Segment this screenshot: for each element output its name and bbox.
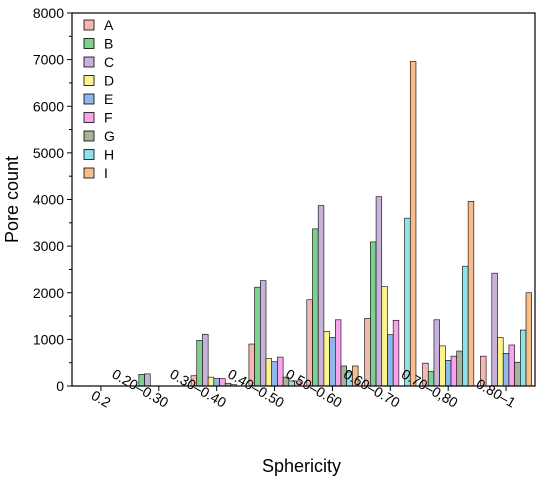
bar-F-5 [392,319,400,387]
bar-C-2 [202,333,209,387]
bar-I-7 [525,292,533,387]
bar-I-6 [467,201,475,387]
bar-C-7 [491,272,498,387]
legend-swatch-G [83,130,95,142]
bar-F-3 [277,356,284,387]
bar-B-4 [312,228,319,387]
legend-label-E: E [104,91,113,107]
legend-swatch-H [83,149,95,160]
bar-G-7 [514,361,521,387]
bar-E-5 [387,334,394,387]
bar-I-5 [409,61,417,387]
legend-swatch-A [83,19,95,31]
y-tick-label: 7000 [33,52,64,68]
x-axis-title: Sphericity [262,456,341,476]
y-axis: 0 1000 2000 3000 4000 5000 6000 7000 8000 [33,5,72,394]
y-axis-title: Pore count [2,156,22,243]
legend-swatch-I [83,167,95,179]
legend-label-I: I [104,165,108,181]
bar-E-7 [502,353,510,387]
bars-layer [138,61,533,387]
legend-swatch-B [83,38,95,49]
legend-label-B: B [104,36,113,52]
bar-F-4 [334,319,342,387]
bar-D-7 [497,337,504,387]
x-tick-label: 0.20–0.30 [109,366,171,411]
legend-swatch-F [83,112,95,123]
bar-C-5 [375,196,383,387]
bar-E-4 [329,337,336,387]
bar-G-6 [456,350,463,387]
bar-H-7 [520,329,527,387]
bar-H-5 [404,217,411,387]
y-tick-label: 4000 [33,192,64,208]
bar-B-5 [370,241,377,387]
y-tick-label: 5000 [33,145,64,161]
bar-D-5 [381,286,388,387]
bar-B-3 [254,286,261,387]
bar-F-2 [219,378,226,387]
legend-label-D: D [104,73,114,89]
bar-E-3 [271,361,278,387]
bar-F-6 [450,355,458,387]
legend-label-H: H [104,147,114,163]
bar-D-3 [265,358,273,387]
y-tick-label: 6000 [33,98,64,114]
legend-label-G: G [104,128,115,144]
bar-F-7 [508,344,515,387]
legend-swatch-E [83,93,95,105]
legend-label-A: A [104,17,114,33]
bar-C-6 [433,319,440,387]
legend-swatch-C [83,56,95,68]
y-tick-label: 0 [56,378,64,394]
y-tick-label: 1000 [33,331,64,347]
bar-E-6 [445,360,452,387]
y-tick-label: 3000 [33,238,64,254]
y-tick-label: 2000 [33,285,64,301]
bar-C-3 [260,280,267,387]
y-tick-label: 8000 [33,5,64,21]
legend-swatch-D [83,75,95,86]
bar-D-6 [439,345,446,387]
bar-E-2 [213,378,220,387]
bar-H-6 [462,265,469,387]
bar-D-4 [323,331,330,387]
legend-label-C: C [104,54,114,70]
bar-A-4 [306,299,313,387]
x-tick-label: 0.2 [89,387,114,411]
bar-C-4 [317,205,325,387]
legend-label-F: F [104,110,113,126]
